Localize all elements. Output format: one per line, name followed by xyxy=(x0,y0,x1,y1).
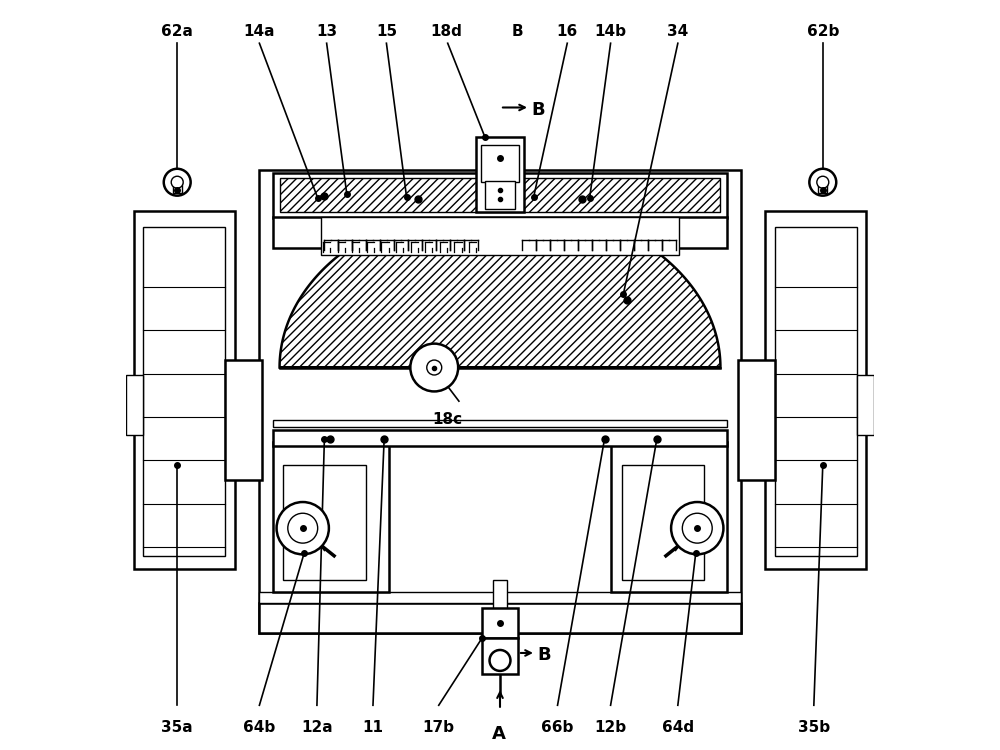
Text: 11: 11 xyxy=(362,720,383,735)
Text: 12a: 12a xyxy=(301,720,333,735)
Bar xyxy=(173,179,182,193)
Bar xyxy=(321,217,679,256)
Circle shape xyxy=(817,176,829,188)
Text: 64d: 64d xyxy=(662,720,694,735)
Bar xyxy=(134,211,235,569)
Polygon shape xyxy=(280,203,720,368)
Circle shape xyxy=(171,176,183,188)
Bar xyxy=(259,592,741,603)
Text: 35b: 35b xyxy=(798,720,830,735)
Bar xyxy=(273,217,727,248)
Text: 14b: 14b xyxy=(595,24,627,39)
Circle shape xyxy=(277,502,329,554)
Bar xyxy=(481,145,519,182)
Text: 18c: 18c xyxy=(433,413,463,428)
Circle shape xyxy=(288,513,318,543)
Circle shape xyxy=(490,650,510,671)
Bar xyxy=(476,137,524,212)
Circle shape xyxy=(164,169,191,196)
Bar xyxy=(485,181,515,209)
Bar xyxy=(273,173,727,218)
Bar xyxy=(283,465,366,580)
Bar xyxy=(482,638,518,674)
Text: 35a: 35a xyxy=(161,720,193,735)
Bar xyxy=(738,360,775,479)
Circle shape xyxy=(427,360,442,375)
Text: 62b: 62b xyxy=(807,24,839,39)
Bar xyxy=(482,608,518,638)
Text: 62a: 62a xyxy=(161,24,193,39)
Circle shape xyxy=(671,502,723,554)
Bar xyxy=(280,178,720,212)
Bar xyxy=(273,442,389,592)
Text: 15: 15 xyxy=(376,24,397,39)
Text: 14a: 14a xyxy=(244,24,275,39)
Text: A: A xyxy=(492,724,505,742)
Text: B: B xyxy=(537,646,551,664)
Bar xyxy=(857,375,874,435)
Circle shape xyxy=(410,344,458,392)
Text: 66b: 66b xyxy=(541,720,574,735)
Bar xyxy=(259,170,741,633)
Text: B: B xyxy=(512,24,524,39)
Bar xyxy=(126,375,143,435)
Bar xyxy=(493,580,507,610)
Bar xyxy=(273,430,727,446)
Text: 64b: 64b xyxy=(243,720,276,735)
Bar xyxy=(143,227,225,556)
Text: 13: 13 xyxy=(316,24,337,39)
Bar xyxy=(818,179,827,193)
Text: 34: 34 xyxy=(667,24,688,39)
Text: 12b: 12b xyxy=(595,720,627,735)
Bar xyxy=(225,360,262,479)
Bar xyxy=(775,227,857,556)
Circle shape xyxy=(682,513,712,543)
Text: 16: 16 xyxy=(557,24,578,39)
Bar xyxy=(611,442,727,592)
Text: B: B xyxy=(531,100,545,118)
Bar xyxy=(259,603,741,633)
Bar xyxy=(622,465,704,580)
Text: 17b: 17b xyxy=(423,720,455,735)
Bar xyxy=(765,211,866,569)
Bar xyxy=(273,420,727,428)
Text: 18d: 18d xyxy=(430,24,462,39)
Circle shape xyxy=(809,169,836,196)
